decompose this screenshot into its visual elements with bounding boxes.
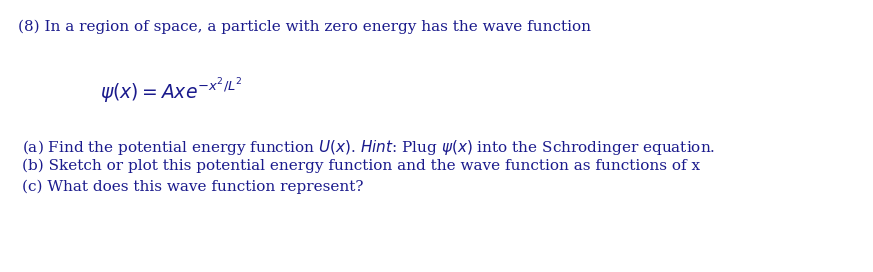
Text: (b) Sketch or plot this potential energy function and the wave function as funct: (b) Sketch or plot this potential energy… <box>22 159 700 173</box>
Text: $\psi(x) = Axe^{-x^2/L^2}$: $\psi(x) = Axe^{-x^2/L^2}$ <box>100 77 243 105</box>
Text: (c) What does this wave function represent?: (c) What does this wave function represe… <box>22 179 363 194</box>
Text: (a) Find the potential energy function $U(x)$. $\it{Hint}$: Plug $\psi(x)$ into : (a) Find the potential energy function $… <box>22 138 715 157</box>
Text: (8) In a region of space, a particle with zero energy has the wave function: (8) In a region of space, a particle wit… <box>18 20 591 34</box>
